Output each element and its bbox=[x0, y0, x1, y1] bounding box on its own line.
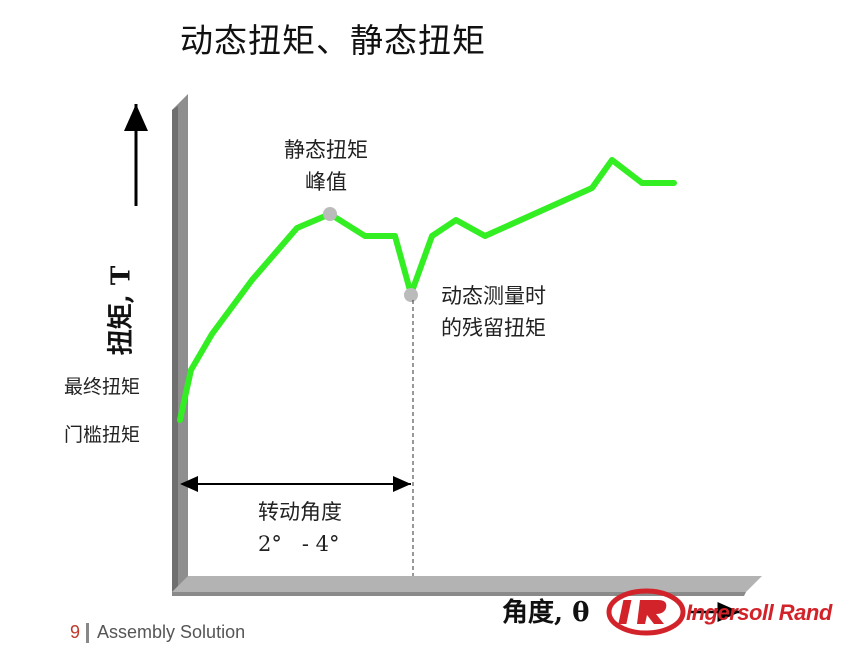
x-axis-title: 角度, θ bbox=[502, 598, 590, 628]
static-peak-line2: 峰值 bbox=[305, 170, 347, 194]
static-peak-line1: 静态扭矩 bbox=[284, 138, 368, 162]
final-torque-label: 最终扭矩 bbox=[64, 376, 141, 398]
static-peak-marker bbox=[323, 207, 337, 221]
rotation-line1: 转动角度 bbox=[258, 500, 342, 524]
residual-torque-marker bbox=[404, 288, 418, 302]
residual-torque-annotation: 动态测量时 的残留扭矩 bbox=[441, 280, 546, 344]
threshold-torque-label: 门槛扭矩 bbox=[64, 424, 141, 446]
footer-section: Assembly Solution bbox=[97, 622, 246, 642]
residual-line2: 的残留扭矩 bbox=[441, 316, 546, 340]
logo-emblem-icon bbox=[606, 588, 686, 636]
ingersoll-rand-logo: Ingersoll Rand bbox=[606, 588, 836, 636]
page-title: 动态扭矩、静态扭矩 bbox=[180, 21, 486, 60]
static-peak-annotation: 静态扭矩 峰值 bbox=[268, 134, 384, 198]
y-axis-title: 扭矩, T bbox=[106, 265, 137, 356]
page-number: 9 bbox=[70, 622, 81, 642]
rotation-angle-annotation: 转动角度 2° - 4° bbox=[258, 496, 342, 560]
y-axis-bar-side bbox=[172, 106, 178, 592]
torque-curve bbox=[177, 157, 677, 423]
x-axis-bar bbox=[172, 576, 762, 592]
rotation-line2: 2° - 4° bbox=[258, 532, 340, 556]
footer: 9 Assembly Solution bbox=[70, 622, 245, 643]
x-axis-bar-shadow bbox=[172, 592, 746, 596]
residual-line1: 动态测量时 bbox=[441, 284, 546, 308]
footer-divider bbox=[86, 622, 90, 643]
logo-text: Ingersoll Rand bbox=[686, 600, 832, 625]
